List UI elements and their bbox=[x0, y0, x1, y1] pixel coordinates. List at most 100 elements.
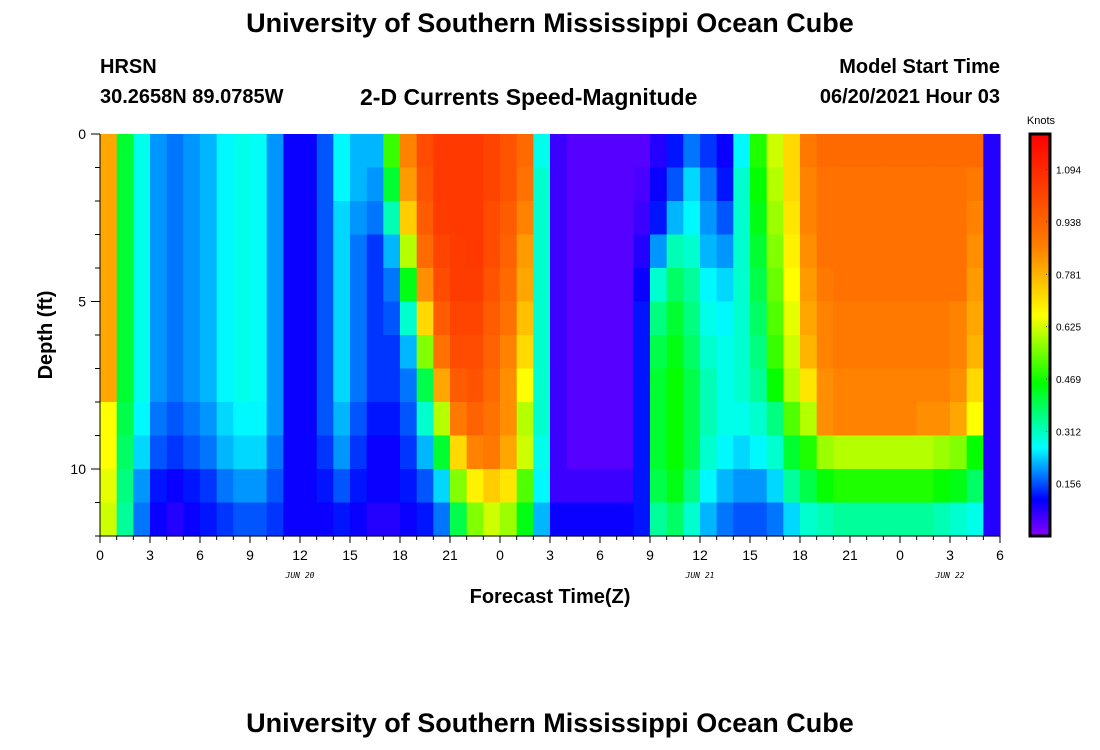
heatmap-cell bbox=[583, 368, 601, 403]
heatmap-cell bbox=[616, 502, 634, 537]
x-tick-label: 12 bbox=[292, 547, 308, 563]
heatmap-cell bbox=[200, 301, 218, 336]
heatmap-cell bbox=[233, 268, 251, 303]
heatmap-cell bbox=[166, 435, 184, 470]
heatmap-cell bbox=[750, 402, 768, 437]
heatmap-cell bbox=[483, 402, 501, 437]
heatmap-cell bbox=[833, 368, 851, 403]
heatmap-cell bbox=[783, 234, 801, 269]
heatmap-cell bbox=[400, 234, 418, 269]
heatmap-cell bbox=[816, 301, 834, 336]
heatmap-cell bbox=[850, 167, 868, 202]
heatmap-cell bbox=[333, 234, 351, 269]
heatmap-cell bbox=[250, 268, 268, 303]
heatmap-cell bbox=[833, 335, 851, 370]
heatmap-cell bbox=[616, 402, 634, 437]
heatmap-cell bbox=[466, 167, 484, 202]
heatmap-cell bbox=[916, 167, 934, 202]
heatmap-cell bbox=[950, 335, 968, 370]
heatmap-cell bbox=[716, 469, 734, 504]
heatmap-cell bbox=[233, 402, 251, 437]
heatmap-cell bbox=[116, 167, 134, 202]
heatmap-cell bbox=[316, 167, 334, 202]
heatmap-cell bbox=[416, 435, 434, 470]
station-name: HRSN bbox=[100, 56, 157, 78]
heatmap-cell bbox=[900, 234, 918, 269]
heatmap-cell bbox=[983, 301, 1001, 336]
heatmap-cell bbox=[900, 435, 918, 470]
heatmap-cell bbox=[183, 502, 201, 537]
heatmap-cell bbox=[166, 268, 184, 303]
heatmap-cell bbox=[883, 268, 901, 303]
heatmap-cell bbox=[700, 502, 718, 537]
heatmap-cell bbox=[833, 435, 851, 470]
heatmap-cell bbox=[433, 234, 451, 269]
heatmap-cell bbox=[333, 435, 351, 470]
heatmap-cell bbox=[500, 301, 518, 336]
heatmap-cell bbox=[750, 268, 768, 303]
heatmap-cell bbox=[516, 502, 534, 537]
heatmap-cell bbox=[150, 335, 168, 370]
heatmap-cell bbox=[866, 368, 884, 403]
heatmap-cell bbox=[583, 402, 601, 437]
heatmap-cell bbox=[500, 134, 518, 169]
heatmap-cell bbox=[833, 502, 851, 537]
heatmap-cell bbox=[233, 335, 251, 370]
heatmap-cell bbox=[416, 134, 434, 169]
heatmap-cell bbox=[483, 167, 501, 202]
heatmap-cell bbox=[116, 301, 134, 336]
heatmap-cell bbox=[400, 335, 418, 370]
heatmap-cell bbox=[483, 368, 501, 403]
heatmap-cell bbox=[216, 402, 234, 437]
heatmap-cell bbox=[566, 469, 584, 504]
heatmap-cell bbox=[416, 201, 434, 236]
heatmap-cell bbox=[916, 435, 934, 470]
heatmap-cell bbox=[616, 201, 634, 236]
heatmap-cell bbox=[383, 268, 401, 303]
heatmap-cell bbox=[266, 234, 284, 269]
heatmap-cell bbox=[800, 368, 818, 403]
heatmap-cell bbox=[333, 368, 351, 403]
heatmap-cell bbox=[433, 201, 451, 236]
heatmap-cell bbox=[283, 268, 301, 303]
heatmap-cell bbox=[766, 268, 784, 303]
heatmap-cell bbox=[800, 201, 818, 236]
heatmap-cell bbox=[766, 234, 784, 269]
heatmap-cell bbox=[966, 435, 984, 470]
heatmap-cell bbox=[166, 368, 184, 403]
heatmap-cell bbox=[600, 469, 618, 504]
heatmap-cell bbox=[933, 167, 951, 202]
heatmap-cell bbox=[700, 368, 718, 403]
heatmap-cell bbox=[800, 502, 818, 537]
x-tick-label: 21 bbox=[442, 547, 458, 563]
heatmap-cell bbox=[250, 335, 268, 370]
heatmap-cell bbox=[950, 167, 968, 202]
axes: 0 5 10 0 3 6 9 12 15 18 21 0 3 6 9 12 15 18 21 0 3 6 JUN 20 JUN… bbox=[70, 126, 1004, 580]
heatmap-cell bbox=[500, 502, 518, 537]
heatmap-cell bbox=[933, 435, 951, 470]
heatmap-cell bbox=[433, 368, 451, 403]
heatmap-cell bbox=[300, 368, 318, 403]
heatmap-cell bbox=[366, 435, 384, 470]
heatmap-cell bbox=[333, 402, 351, 437]
colorbar-label: Knots bbox=[1027, 115, 1056, 127]
heatmap-cell bbox=[350, 167, 368, 202]
heatmap-cell bbox=[750, 167, 768, 202]
heatmap-cell bbox=[983, 268, 1001, 303]
heatmap-cell bbox=[500, 167, 518, 202]
heatmap-cell bbox=[283, 167, 301, 202]
heatmap-cell bbox=[866, 201, 884, 236]
heatmap-cell bbox=[950, 201, 968, 236]
heatmap-cell bbox=[633, 402, 651, 437]
heatmap-cell bbox=[650, 134, 668, 169]
heatmap-cell bbox=[116, 502, 134, 537]
heatmap-cell bbox=[783, 167, 801, 202]
heatmap-cell bbox=[683, 167, 701, 202]
heatmap-cell bbox=[866, 435, 884, 470]
heatmap-cell bbox=[483, 234, 501, 269]
heatmap-cell bbox=[516, 301, 534, 336]
heatmap-cell bbox=[283, 469, 301, 504]
heatmap-cell bbox=[816, 234, 834, 269]
heatmap-cell bbox=[983, 335, 1001, 370]
heatmap-cell bbox=[350, 201, 368, 236]
